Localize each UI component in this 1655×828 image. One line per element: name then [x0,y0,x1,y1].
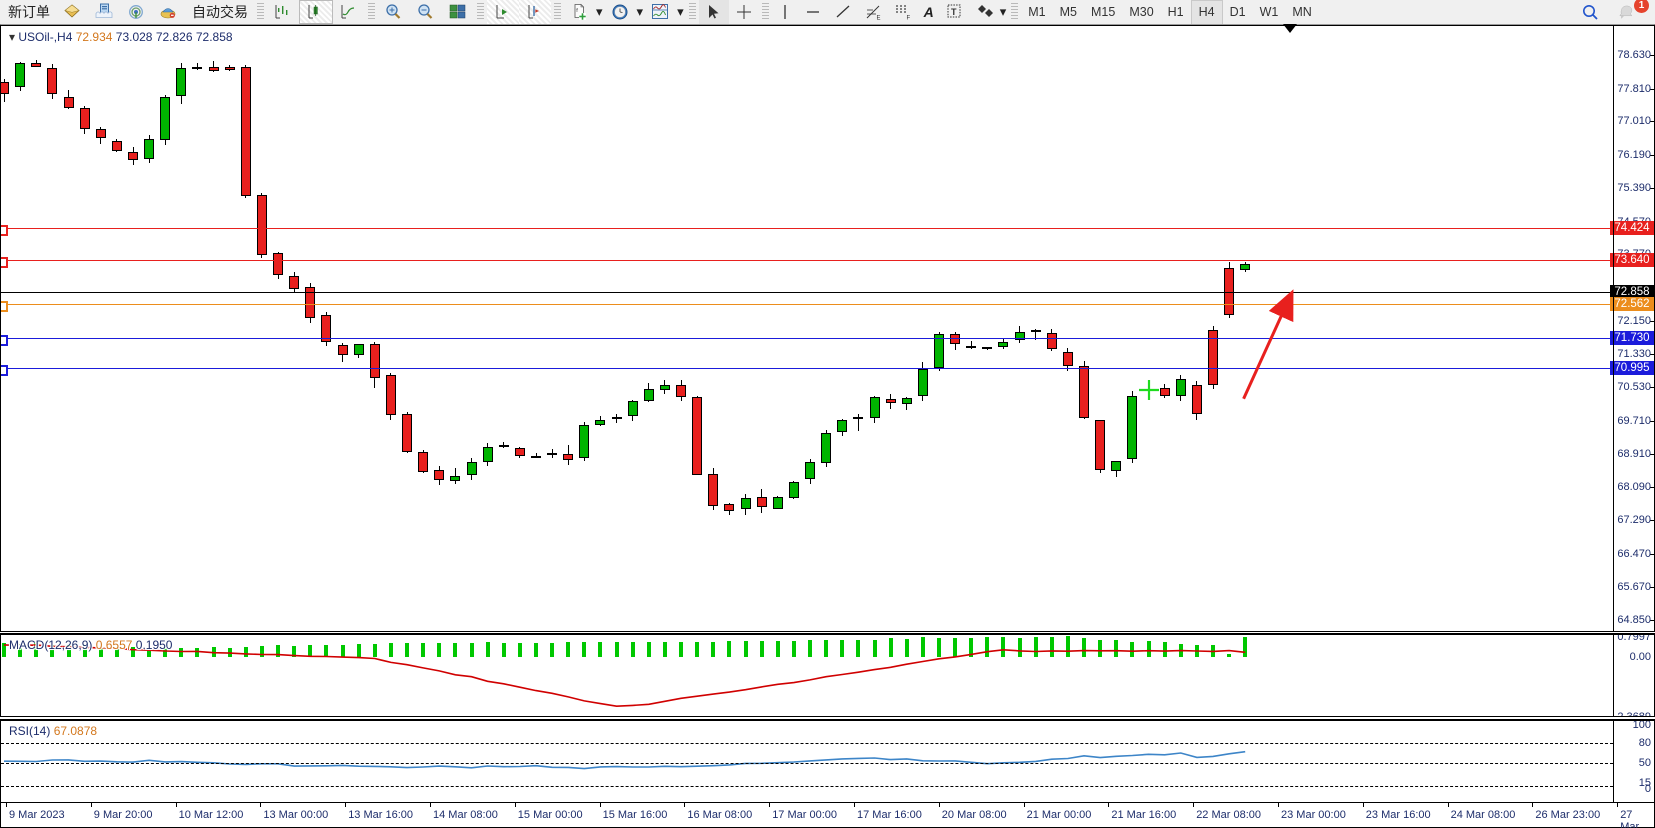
svg-text:T: T [951,7,957,17]
svg-text:F: F [906,16,910,22]
svg-text:E: E [876,16,880,22]
